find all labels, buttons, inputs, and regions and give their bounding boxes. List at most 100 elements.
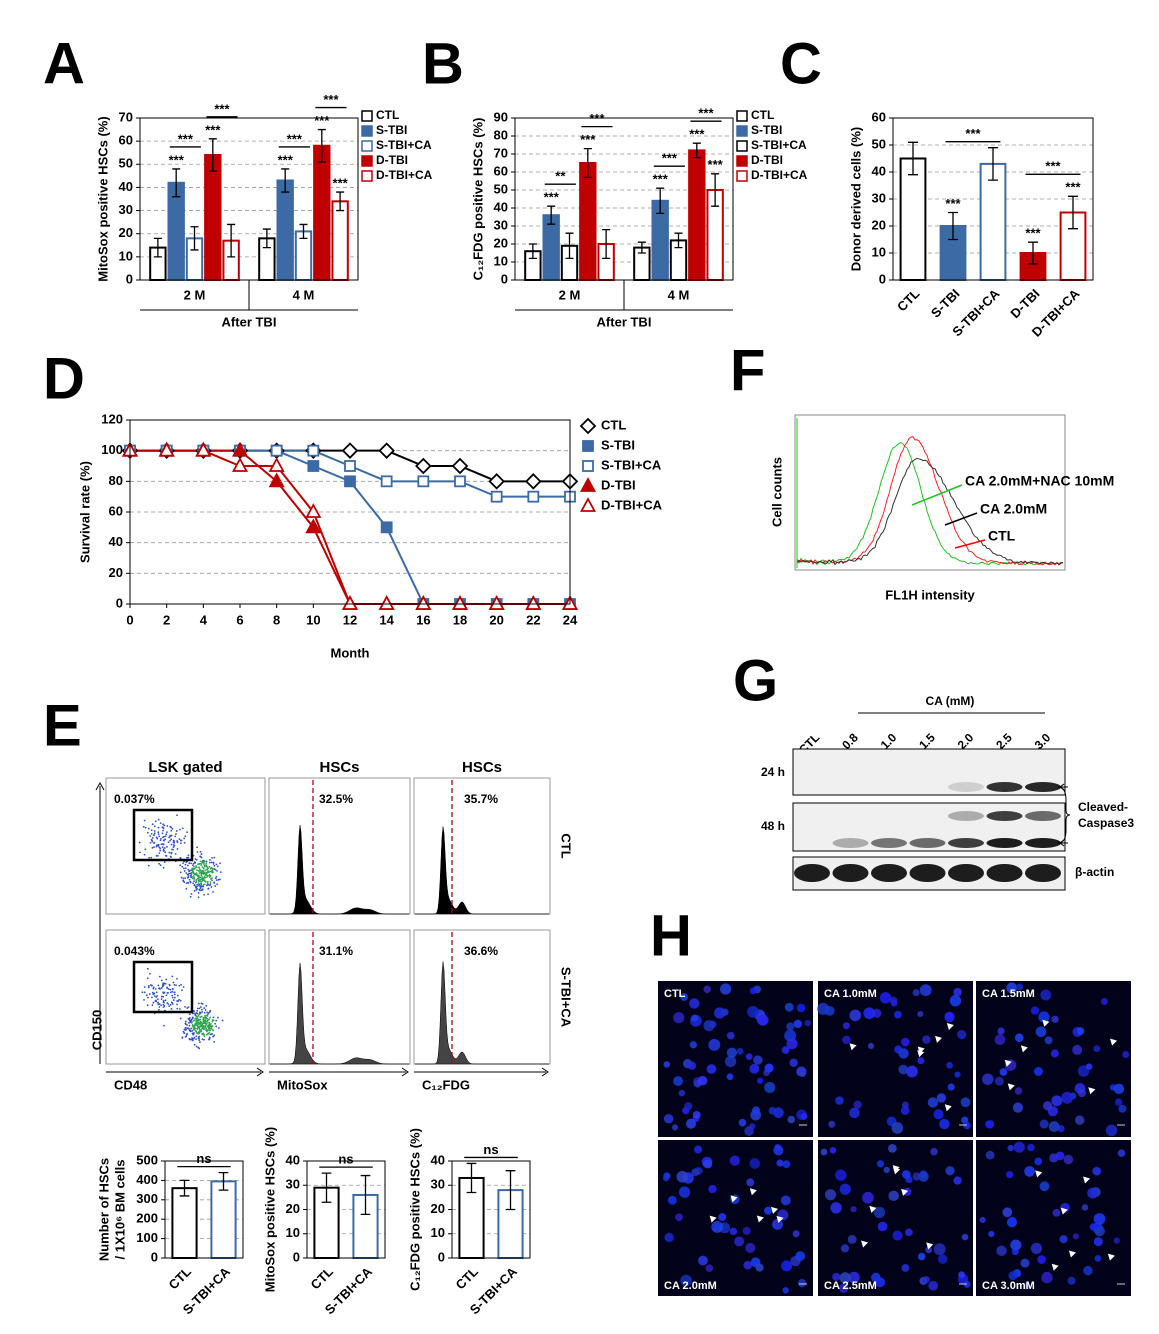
cell-dot <box>204 1019 207 1022</box>
cell-dot <box>195 880 198 883</box>
cell-dot <box>211 1019 214 1021</box>
significance-label: *** <box>965 126 981 141</box>
cell-dot <box>213 1040 216 1043</box>
arrowhead <box>893 1167 901 1175</box>
cell-dot <box>138 841 141 844</box>
nucleus <box>1034 1157 1043 1166</box>
cell-dot <box>150 856 153 859</box>
marker <box>488 595 505 610</box>
cell-dot <box>151 837 154 839</box>
y-tick-label: 40 <box>286 1152 300 1167</box>
cell-dot <box>139 851 141 854</box>
legend-label: S-TBI+CA <box>601 457 662 472</box>
cell-dot <box>192 862 195 865</box>
cell-dot <box>195 1031 198 1034</box>
cell-dot <box>176 848 179 850</box>
nucleus <box>957 1029 967 1040</box>
nucleus <box>692 1111 701 1119</box>
nucleus <box>877 1221 888 1232</box>
marker <box>195 441 212 457</box>
nucleus <box>1051 1095 1063 1107</box>
nucleus <box>891 1122 904 1134</box>
cell-dot <box>161 995 164 998</box>
nucleus <box>749 987 757 995</box>
y-tick-label: 10 <box>119 248 133 263</box>
cell-dot <box>158 987 161 990</box>
y-tick-label: 0 <box>293 1249 300 1264</box>
cell-dot <box>151 846 154 849</box>
cell-dot <box>169 839 171 842</box>
nucleus <box>703 1159 713 1169</box>
nucleus <box>1030 1006 1040 1015</box>
nucleus <box>927 1097 939 1108</box>
cell-dot <box>194 862 196 864</box>
cell-dot <box>210 870 213 873</box>
legend-swatch <box>736 125 748 137</box>
nucleus <box>928 1280 939 1291</box>
nucleus <box>1040 989 1052 1001</box>
marker <box>415 595 432 610</box>
nucleus <box>726 1031 735 1040</box>
cell-dot <box>185 872 188 874</box>
nucleus <box>755 1263 764 1272</box>
cell-dot <box>199 878 202 881</box>
nucleus <box>718 1213 727 1222</box>
cell-dot <box>186 1032 189 1035</box>
nucleus <box>824 1005 835 1016</box>
cell-dot <box>170 843 173 846</box>
nucleus <box>1055 1151 1065 1161</box>
y-axis-label: CD150 <box>89 1010 104 1050</box>
significance-label: *** <box>278 152 294 167</box>
cell-dot <box>209 874 212 877</box>
nucleus <box>1035 1026 1047 1038</box>
error-bar <box>674 232 683 249</box>
nucleus <box>1033 1067 1043 1076</box>
y-tick-label: 40 <box>119 179 133 194</box>
cell-dot <box>152 842 155 844</box>
cell-dot <box>215 875 218 878</box>
y-axis-label: Donor derived cells (%) <box>848 127 863 271</box>
marker <box>579 417 597 435</box>
nucleus <box>663 1175 670 1182</box>
cell-dot <box>210 866 213 869</box>
legend-label: D-TBI+CA <box>751 168 808 182</box>
cell-dot <box>151 840 154 843</box>
error-bar <box>948 211 958 241</box>
cell-dot <box>167 991 169 994</box>
nucleus <box>1006 982 1018 994</box>
error-bar <box>466 1162 477 1194</box>
plot-frame <box>413 929 551 1065</box>
nucleus <box>1044 1036 1053 1045</box>
cell-dot <box>162 839 165 842</box>
nucleus <box>1074 1115 1085 1125</box>
y-tick-label: 20 <box>494 235 508 250</box>
cell-dot <box>186 1027 189 1030</box>
cell-dot <box>175 984 177 987</box>
cell-dot <box>170 852 173 855</box>
nucleus <box>691 1014 699 1022</box>
nucleus <box>711 1220 724 1233</box>
cell-dot <box>209 861 211 864</box>
y-tick-label: 50 <box>119 156 133 171</box>
nucleus <box>1027 1143 1035 1152</box>
cell-dot <box>197 1015 200 1017</box>
marker <box>341 595 359 610</box>
y-tick-label: 10 <box>494 253 508 268</box>
cell-dot <box>217 878 220 881</box>
nucleus <box>749 1158 761 1169</box>
nucleus <box>729 1227 738 1236</box>
y-tick-label: 100 <box>101 442 123 457</box>
blot-band <box>909 864 946 882</box>
blot-band <box>986 811 1023 821</box>
x-tick-label: 20 <box>489 612 503 627</box>
cell-dot <box>149 972 151 975</box>
cell-dot <box>210 886 213 888</box>
x-tick-label: 12 <box>343 612 357 627</box>
nucleus <box>1042 1101 1053 1111</box>
cell-dot <box>176 977 178 980</box>
nucleus <box>1061 1091 1074 1104</box>
marker <box>307 444 320 457</box>
cell-dot <box>157 831 160 834</box>
cell-dot <box>146 1004 149 1007</box>
nucleus <box>708 1038 721 1051</box>
